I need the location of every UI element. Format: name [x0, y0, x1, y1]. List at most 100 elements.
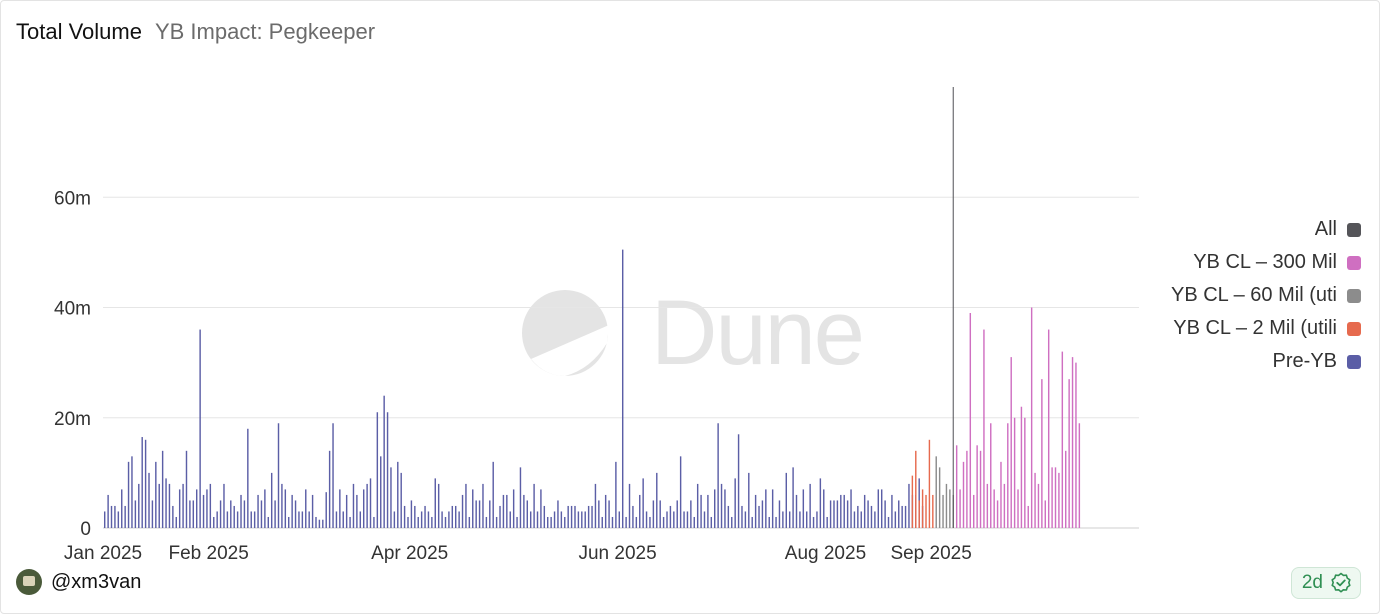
bar	[434, 478, 436, 528]
bar	[1017, 489, 1019, 528]
bar	[107, 494, 109, 528]
bar	[199, 329, 201, 528]
bar	[1078, 423, 1081, 528]
x-tick-label: Aug 2025	[785, 543, 866, 564]
bar	[928, 439, 931, 528]
bar	[598, 500, 600, 528]
bar	[196, 489, 198, 528]
bar	[608, 500, 610, 528]
bar	[206, 489, 208, 528]
bar	[1037, 483, 1040, 528]
bar	[1024, 417, 1026, 528]
bar	[768, 516, 770, 528]
bar	[253, 511, 256, 528]
verified-check-icon	[1331, 572, 1351, 593]
bar	[639, 494, 641, 528]
bar	[557, 500, 559, 528]
bar	[690, 500, 692, 528]
bar	[526, 500, 528, 528]
bar	[410, 500, 413, 528]
y-tick-label: 60m	[54, 188, 91, 209]
bar	[403, 505, 406, 528]
bar	[305, 489, 307, 528]
bar	[966, 450, 968, 528]
bar	[475, 500, 477, 528]
bar	[942, 494, 944, 528]
bar	[649, 516, 651, 528]
bar	[604, 494, 607, 528]
bar	[949, 489, 951, 528]
bar	[860, 511, 862, 528]
bar	[288, 516, 290, 528]
bar	[560, 511, 563, 528]
bar	[114, 505, 116, 528]
bar	[117, 511, 120, 528]
bar	[1003, 483, 1006, 528]
bar	[567, 505, 569, 528]
bar	[356, 494, 358, 528]
legend-item[interactable]: YB CL – 300 Mil	[1171, 246, 1361, 279]
bar	[103, 511, 106, 528]
bar	[662, 516, 665, 528]
legend-swatch	[1347, 321, 1361, 336]
bar	[216, 511, 218, 528]
legend-label: YB CL – 60 Mil (uti	[1171, 284, 1337, 306]
bar	[172, 505, 174, 528]
bar	[611, 516, 614, 528]
avatar[interactable]	[16, 569, 42, 595]
chart-legend[interactable]: All YB CL – 300 Mil YB CL – 60 Mil (uti YB …	[1171, 213, 1361, 378]
bar	[506, 494, 508, 528]
bar	[390, 467, 392, 528]
bar	[509, 511, 511, 528]
username[interactable]: @xm3van	[51, 570, 142, 593]
bar	[741, 505, 743, 528]
bar	[894, 511, 897, 528]
bar	[495, 516, 498, 528]
y-axis-ticks: 0 20m 40m 60m	[54, 188, 91, 540]
bar	[802, 489, 805, 528]
bar	[1065, 450, 1067, 528]
bar	[696, 483, 699, 528]
bar	[226, 511, 229, 528]
bar	[744, 511, 747, 528]
legend-item[interactable]: YB CL – 2 Mil (utili	[1171, 312, 1361, 345]
bar	[311, 494, 314, 528]
bar	[131, 456, 133, 528]
bar	[178, 489, 181, 528]
bar	[703, 511, 706, 528]
bar	[952, 87, 954, 528]
legend-item[interactable]: All	[1171, 213, 1361, 246]
bar	[294, 500, 297, 528]
bar	[1007, 423, 1009, 528]
legend-item[interactable]: Pre-YB	[1171, 345, 1361, 378]
bar	[540, 489, 542, 528]
bar	[707, 494, 709, 528]
bar	[693, 516, 695, 528]
legend-item[interactable]: YB CL – 60 Mil (uti	[1171, 279, 1361, 312]
bar	[151, 500, 154, 528]
bar	[601, 516, 603, 528]
bar	[499, 505, 501, 528]
x-tick-label: Apr 2025	[371, 543, 448, 564]
bar	[1061, 351, 1064, 528]
bar	[877, 489, 880, 528]
bar	[700, 494, 702, 528]
bar	[656, 472, 658, 529]
bar	[121, 489, 123, 528]
bar	[318, 519, 321, 528]
bar	[325, 492, 327, 528]
bar	[1075, 362, 1077, 529]
bar	[887, 516, 890, 528]
bar	[161, 450, 164, 528]
bar	[458, 511, 460, 528]
author[interactable]: @xm3van	[16, 569, 141, 595]
bar	[1041, 379, 1043, 528]
bar	[345, 494, 348, 528]
bar	[714, 489, 716, 528]
freshness-label: 2d	[1301, 572, 1323, 593]
bar	[110, 505, 113, 528]
bar	[938, 467, 941, 528]
bar	[124, 505, 126, 528]
freshness-badge[interactable]: 2d	[1290, 567, 1361, 599]
bar	[870, 505, 873, 528]
